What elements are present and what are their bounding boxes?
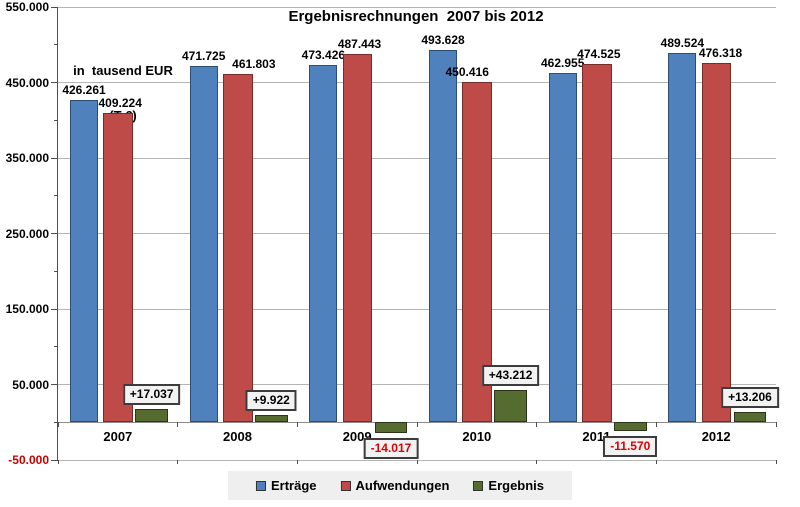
y-axis-major-tick: [51, 6, 58, 8]
x-axis-bottom-tick: [655, 460, 657, 464]
gridline-550.000: [58, 6, 776, 8]
result-label-2008: +9.922: [245, 389, 297, 411]
legend-item-ertraege: Erträge: [255, 478, 317, 493]
y-axis-label: 50.000: [12, 377, 49, 392]
value-label-aufwendungen-2009: 487.443: [337, 37, 382, 52]
value-label-aufwendungen-2007: 409.224: [98, 96, 142, 111]
gridline-50.000: [58, 384, 776, 385]
value-label-ertraege-2009: 473.426: [301, 47, 346, 62]
result-label-2010: +43.212: [481, 364, 540, 386]
y-axis-minor-tick: [54, 119, 58, 121]
value-label-ertraege-2008: 471.725: [181, 49, 226, 64]
bar-ertraege-2008: [189, 66, 218, 423]
value-label-ertraege-2012: 489.524: [660, 35, 705, 50]
gridline-150.000: [58, 308, 776, 310]
y-axis-major-tick: [51, 459, 58, 461]
x-axis-label-2008: 2008: [223, 429, 252, 445]
value-label-ertraege-2010: 493.628: [421, 32, 465, 47]
x-axis-tick: [57, 422, 59, 428]
bar-ergebnis-2008: [254, 414, 288, 423]
legend-item-ergebnis: Ergebnis: [473, 478, 544, 493]
value-label-aufwendungen-2008: 461.803: [232, 56, 276, 71]
bar-ergebnis-2010: [494, 389, 528, 423]
bar-ertraege-2007: [69, 100, 99, 423]
x-axis-label-2010: 2010: [462, 429, 492, 445]
legend-label-ergebnis: Ergebnis: [488, 478, 545, 493]
x-axis-label-2007: 2007: [103, 429, 133, 445]
bar-ertraege-2010: [428, 49, 458, 423]
y-axis-major-tick: [51, 384, 58, 385]
y-axis-minor-tick: [54, 346, 58, 348]
bar-aufwendungen-2009: [342, 54, 373, 423]
x-axis-tick: [655, 422, 657, 428]
y-axis-minor-tick: [54, 421, 58, 423]
x-axis-tick: [416, 422, 418, 428]
value-label-aufwendungen-2011: 474.525: [577, 46, 621, 61]
x-axis-tick: [296, 422, 298, 428]
bar-ertraege-2009: [309, 64, 338, 423]
y-axis-minor-tick: [54, 270, 58, 272]
legend-swatch-ertraege: [255, 480, 266, 491]
plot-area: 550.000 450.000 350.000 250.000 150.000 50.00…: [6, 0, 779, 467]
legend-swatch-ergebnis: [473, 480, 484, 491]
bar-ergebnis-2012: [733, 412, 767, 423]
bar-aufwendungen-2011: [581, 63, 612, 423]
y-axis-label: 350.000: [5, 151, 49, 165]
y-axis-label: 150.000: [5, 302, 49, 316]
chart-title: Ergebnisrechnungen 2007 bis 2012: [288, 8, 544, 25]
result-label-2011: -11.570: [603, 435, 658, 457]
bar-aufwendungen-2008: [222, 73, 253, 423]
unit-note-line1: in tausend EUR: [73, 63, 173, 78]
legend-label-ertraege: Erträge: [270, 478, 317, 493]
y-axis-major-tick: [51, 308, 58, 310]
gridline-350.000: [58, 157, 776, 159]
legend-label-aufwendungen: Aufwendungen: [355, 478, 450, 493]
result-label-2012: +13.206: [721, 387, 779, 409]
bar-aufwendungen-2012: [701, 62, 732, 423]
y-axis-major-tick: [51, 233, 58, 234]
value-label-aufwendungen-2012: 476.318: [698, 45, 743, 60]
x-axis-bottom-tick: [775, 460, 777, 464]
x-axis-tick: [775, 422, 777, 428]
y-axis-label: -50.000: [8, 453, 49, 467]
x-axis-bottom-tick: [416, 460, 418, 464]
gridline-250.000: [58, 233, 776, 234]
bar-aufwendungen-2007: [103, 113, 134, 423]
y-axis-minor-tick: [54, 195, 58, 197]
y-axis-major-tick: [51, 82, 58, 83]
bar-ergebnis-2007: [135, 409, 169, 423]
value-label-ertraege-2007: 426.261: [62, 83, 106, 98]
legend-item-aufwendungen: Aufwendungen: [340, 478, 450, 493]
y-axis-label: 550.000: [5, 0, 49, 14]
y-axis-label: 450.000: [5, 75, 49, 90]
x-axis-label-2012: 2012: [701, 429, 731, 445]
x-axis-bottom-tick: [177, 460, 179, 464]
bar-ertraege-2012: [668, 52, 697, 423]
x-axis-tick: [536, 422, 538, 428]
x-axis-bottom-tick: [536, 460, 538, 464]
y-axis-major-tick: [51, 157, 58, 159]
bar-ergebnis-2011: [613, 422, 647, 431]
x-axis-bottom-tick: [57, 460, 59, 464]
bar-ertraege-2011: [548, 72, 577, 423]
y-axis-label: 250.000: [5, 226, 49, 241]
result-label-2007: +17.037: [122, 384, 181, 406]
x-axis-tick: [177, 422, 179, 428]
result-label-2009: -14.017: [363, 437, 419, 459]
bar-ergebnis-2009: [374, 422, 408, 433]
x-axis-bottom-tick: [296, 460, 298, 464]
y-axis-minor-tick: [54, 44, 58, 46]
legend-swatch-aufwendungen: [340, 480, 351, 491]
legend: Erträge Aufwendungen Ergebnis: [227, 471, 573, 500]
gridline-450.000: [58, 82, 776, 83]
value-label-aufwendungen-2010: 450.416: [445, 65, 489, 80]
value-label-ertraege-2011: 462.955: [540, 55, 585, 70]
